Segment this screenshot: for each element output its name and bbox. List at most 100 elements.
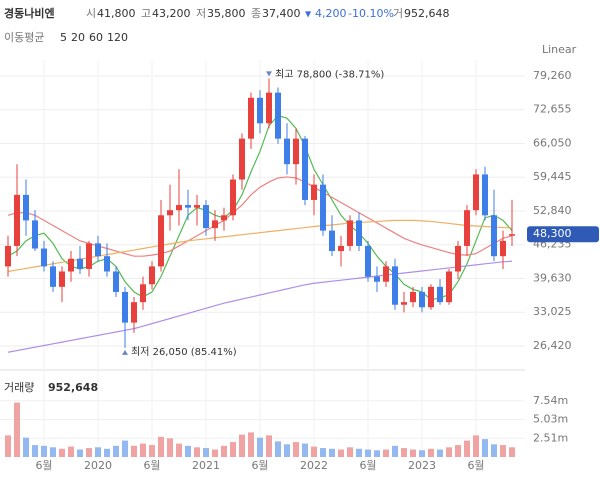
- volume-bar: [77, 449, 83, 457]
- ma-title: 이동평균: [4, 31, 44, 44]
- candle-body: [221, 215, 227, 221]
- volume-bar: [437, 449, 443, 457]
- candle-body: [392, 266, 398, 305]
- x-tick-label: 6월: [143, 459, 160, 472]
- candle-body: [347, 220, 353, 246]
- candle-body: [401, 302, 407, 305]
- candle-body: [491, 215, 497, 257]
- volume-bar: [509, 447, 515, 457]
- volume-bar: [275, 441, 281, 457]
- candle-body: [158, 215, 164, 267]
- candle-body: [464, 210, 470, 246]
- volume-bar: [158, 436, 164, 457]
- volume-title: 거래량: [4, 381, 34, 394]
- ma-legend: 60: [89, 31, 103, 44]
- candle-body: [167, 210, 173, 216]
- candle-body: [365, 245, 371, 277]
- candle-body: [50, 266, 56, 287]
- candle-body: [383, 266, 389, 282]
- candle-body: [509, 234, 515, 236]
- y-tick-label: 33,025: [533, 305, 572, 318]
- moving-average: [7, 260, 513, 353]
- low: 35,800: [207, 7, 246, 20]
- candle-body: [239, 138, 245, 180]
- volume-bar: [374, 450, 380, 457]
- candle-body: [320, 184, 326, 231]
- volume-bar: [5, 435, 11, 457]
- price-tag-label: 48,300: [533, 227, 572, 240]
- scale-label: Linear: [542, 43, 577, 56]
- candle-body: [455, 245, 461, 272]
- candle-body: [5, 245, 11, 267]
- candle-body: [41, 248, 47, 267]
- note-label: 최저 26,050 (85.41%): [131, 346, 237, 358]
- volume-bar: [95, 447, 101, 457]
- y-tick-label: 39,630: [533, 271, 572, 284]
- volume-bar: [347, 447, 353, 457]
- high-label: 고: [141, 7, 151, 20]
- candle-body: [482, 174, 488, 216]
- candle-body: [176, 205, 182, 211]
- volume-bar: [221, 445, 227, 457]
- candle-body: [374, 276, 380, 282]
- candle-body: [338, 245, 344, 252]
- low-label: 저: [196, 7, 206, 20]
- volume-bar: [122, 440, 128, 457]
- candle-body: [194, 205, 200, 208]
- candle-body: [410, 291, 416, 303]
- volume-bar: [464, 440, 470, 457]
- candle-body: [32, 220, 38, 249]
- volume-bar: [104, 448, 110, 457]
- volume-bar: [410, 449, 416, 457]
- volume-bar: [131, 445, 137, 457]
- candle-body: [257, 97, 263, 124]
- y-tick-label: 66,050: [533, 136, 572, 149]
- candle-body: [203, 205, 209, 229]
- volume-bar: [50, 447, 56, 457]
- x-tick-label: 2020: [84, 459, 112, 472]
- candle-body: [230, 179, 236, 216]
- volume-bar: [356, 448, 362, 457]
- candle-body: [446, 271, 452, 303]
- open-label: 시: [86, 7, 96, 20]
- candle-body: [14, 194, 20, 246]
- candle-body: [23, 194, 29, 221]
- candle-body: [419, 291, 425, 308]
- candle-body: [140, 284, 146, 303]
- candle-body: [212, 220, 218, 229]
- candle-body: [284, 138, 290, 165]
- close: 37,400: [262, 7, 301, 20]
- volume: 952,648: [404, 7, 450, 20]
- y-tick-label: 79,260: [533, 69, 572, 82]
- ma-legend: 20: [71, 31, 85, 44]
- volume-bar: [176, 443, 182, 457]
- volume-bar: [257, 437, 263, 457]
- volume-bar: [482, 439, 488, 457]
- note-marker: [266, 71, 272, 77]
- volume-bar: [239, 434, 245, 457]
- volume-bar: [113, 445, 119, 457]
- volume-bar: [491, 444, 497, 457]
- volume-bar: [455, 445, 461, 457]
- candle-body: [95, 243, 101, 257]
- candle-body: [185, 205, 191, 208]
- x-tick-label: 6월: [359, 459, 376, 472]
- volume-bar: [14, 402, 20, 457]
- ma-legend: 120: [107, 31, 128, 44]
- volume-tick-label: 7.54m: [533, 394, 568, 407]
- candle-body: [68, 258, 74, 272]
- y-tick-label: 26,420: [533, 339, 572, 352]
- volume-bar: [392, 445, 398, 457]
- candle-body: [113, 271, 119, 292]
- x-tick-label: 2023: [408, 459, 436, 472]
- volume-bar: [284, 444, 290, 457]
- volume-bar: [167, 438, 173, 457]
- candle-body: [329, 230, 335, 252]
- volume-bar: [473, 435, 479, 457]
- volume-bar: [203, 448, 209, 457]
- candle-body: [248, 97, 254, 139]
- volume-bar: [149, 445, 155, 457]
- volume-bar: [41, 445, 47, 457]
- volume-bar: [320, 448, 326, 457]
